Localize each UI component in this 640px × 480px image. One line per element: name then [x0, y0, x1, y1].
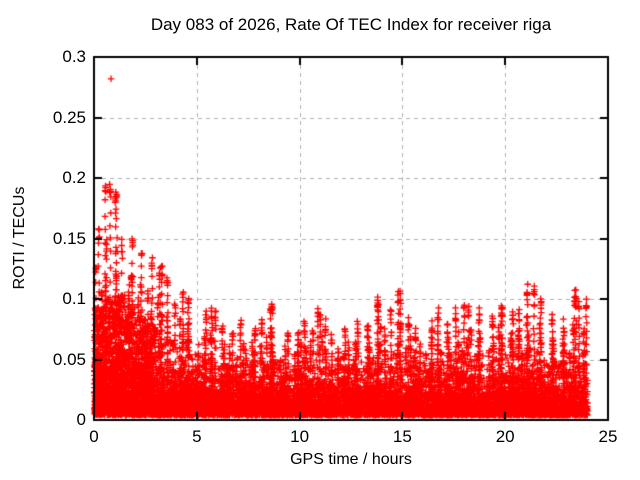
- y-tick-label: 0.05: [52, 349, 86, 369]
- x-tick-label: 10: [290, 427, 310, 446]
- x-tick-label: 20: [495, 427, 515, 446]
- x-tick-label: 0: [89, 427, 99, 446]
- x-tick-label: 5: [192, 427, 202, 446]
- x-tick-label: 15: [392, 427, 412, 446]
- y-tick-label: 0.25: [52, 107, 86, 127]
- x-tick-label: 25: [598, 427, 618, 446]
- y-tick-label: 0.1: [62, 289, 86, 308]
- y-tick-label: 0.15: [52, 228, 86, 248]
- y-tick-label: 0: [76, 410, 86, 429]
- y-tick-label: 0.3: [62, 47, 86, 66]
- x-axis-label: GPS time / hours: [290, 451, 412, 468]
- y-tick-label: 0.2: [62, 168, 86, 187]
- chart-title: Day 083 of 2026, Rate Of TEC Index for r…: [150, 15, 552, 34]
